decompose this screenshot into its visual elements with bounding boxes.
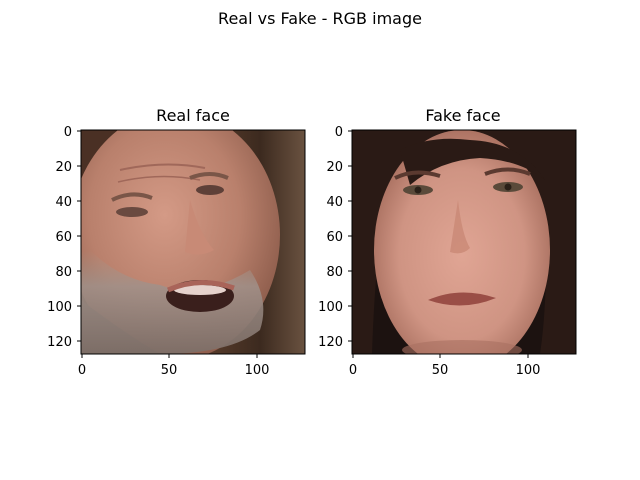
y-tick-label: 40 xyxy=(326,195,343,210)
y-tick-label: 40 xyxy=(55,195,72,210)
figure-title: Real vs Fake - RGB image xyxy=(218,9,422,28)
y-tick-label: 60 xyxy=(55,230,72,245)
x-tick-label: 0 xyxy=(78,363,86,378)
y-tick-label: 20 xyxy=(326,160,343,175)
y-tick-label: 0 xyxy=(335,125,343,140)
fake-face-image xyxy=(352,130,576,354)
real-face-image xyxy=(81,130,305,354)
axes-frame xyxy=(351,129,577,355)
panel-title: Real face xyxy=(156,106,230,125)
y-tick-label: 60 xyxy=(326,230,343,245)
panel-title: Fake face xyxy=(425,106,500,125)
y-tick-label: 0 xyxy=(64,125,72,140)
y-tick-label: 80 xyxy=(326,265,343,280)
x-tick-label: 100 xyxy=(245,363,270,378)
x-tick-label: 50 xyxy=(161,363,178,378)
y-tick-label: 120 xyxy=(318,335,343,350)
panel-fake: Fake face 0 xyxy=(318,106,577,378)
x-axis: 0 50 100 xyxy=(78,354,270,378)
y-axis: 0 20 40 60 80 100 120 xyxy=(318,125,352,350)
x-tick-label: 0 xyxy=(349,363,357,378)
y-tick-label: 100 xyxy=(318,300,343,315)
x-tick-label: 50 xyxy=(432,363,449,378)
x-axis: 0 50 100 xyxy=(349,354,541,378)
y-axis: 0 20 40 60 80 100 120 xyxy=(47,125,81,350)
x-tick-label: 100 xyxy=(516,363,541,378)
axes-frame xyxy=(80,129,306,355)
y-tick-label: 80 xyxy=(55,265,72,280)
y-tick-label: 120 xyxy=(47,335,72,350)
panel-real: Real face xyxy=(47,106,306,378)
y-tick-label: 100 xyxy=(47,300,72,315)
y-tick-label: 20 xyxy=(55,160,72,175)
